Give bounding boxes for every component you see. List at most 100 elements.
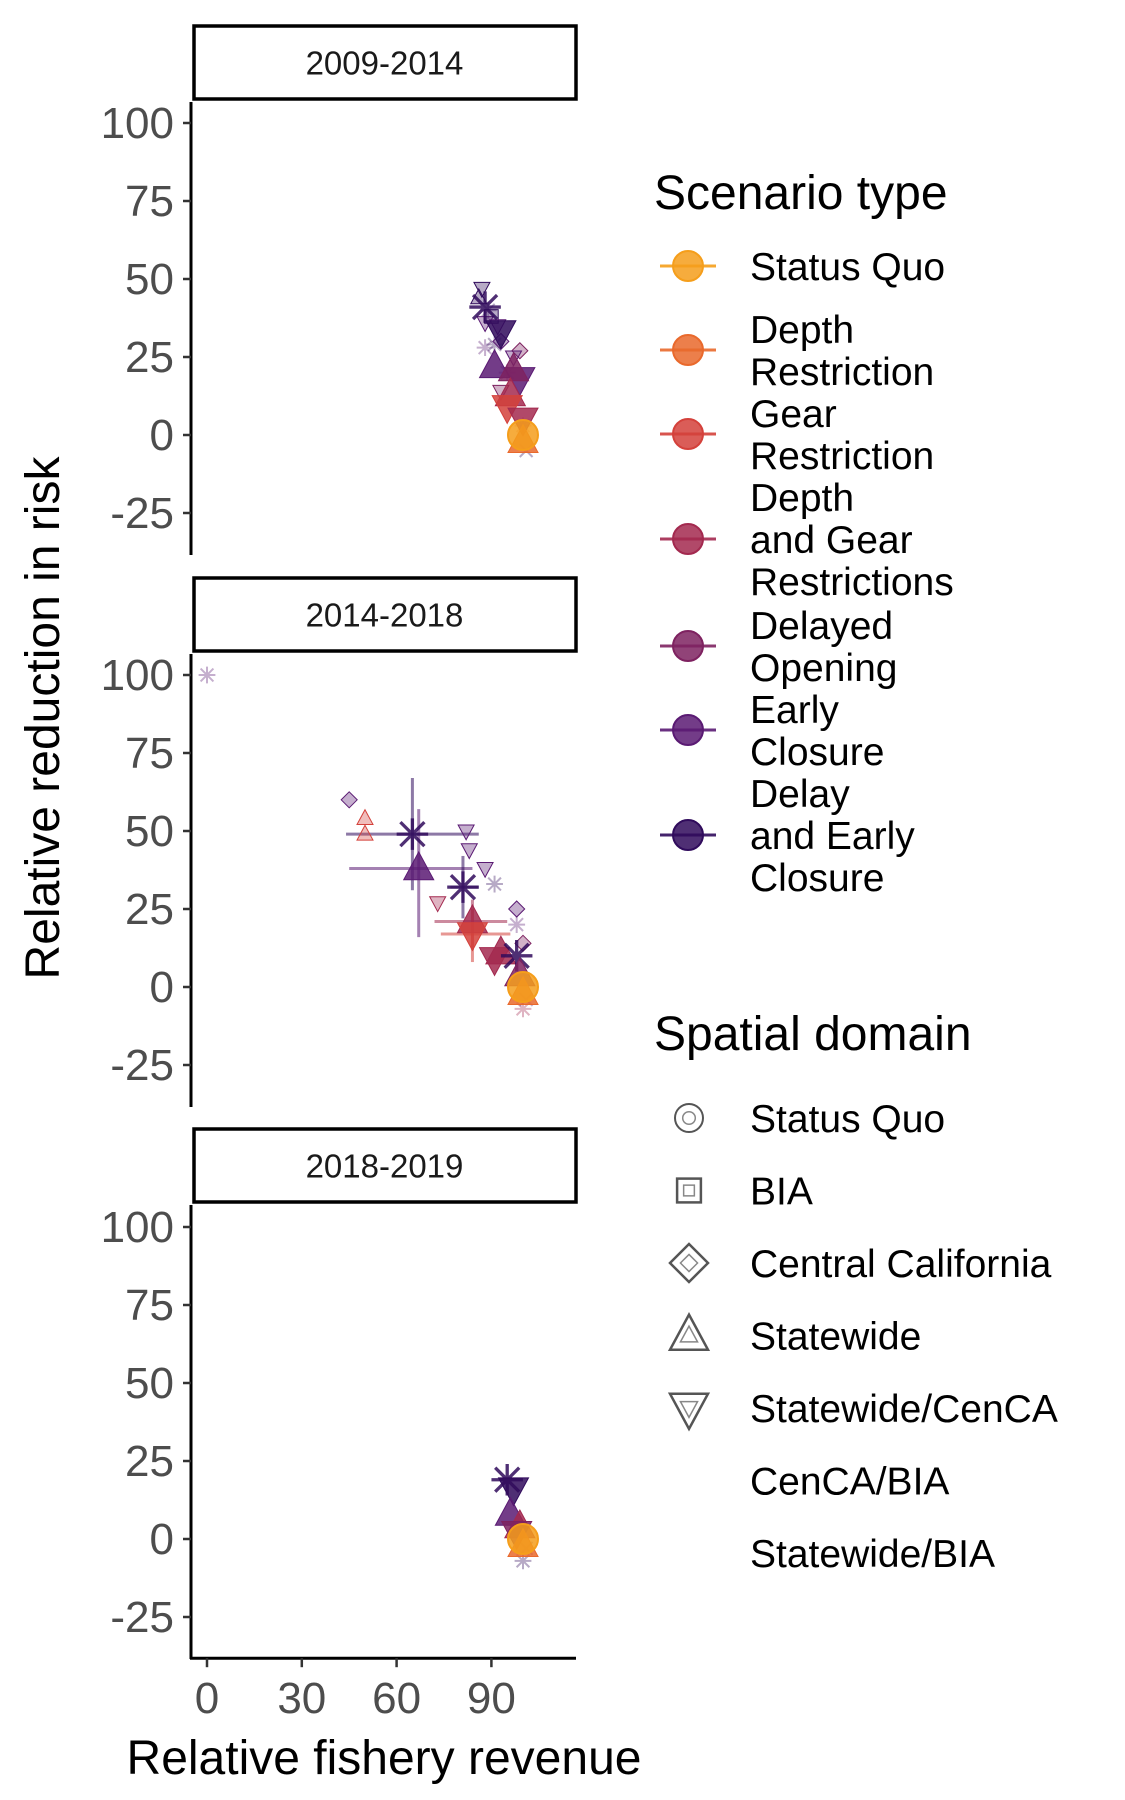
- facet-strip: [192, 24, 578, 101]
- legend-spatial-label: BIA: [750, 1171, 813, 1214]
- legend-shape-inner: [681, 1110, 697, 1126]
- data-point: [476, 339, 494, 357]
- legend-spatial-domain: Spatial domain Status Quo BIA Central Cali…: [654, 1008, 1058, 1576]
- x-tick-label: 90: [467, 1674, 516, 1723]
- data-point: [447, 871, 479, 903]
- legend-spatial-item: Statewide/BIA: [669, 1533, 995, 1576]
- legend-spatial-label: Status Quo: [750, 1098, 945, 1141]
- legend-spatial-label: Central California: [750, 1243, 1052, 1286]
- facet-strip: [192, 576, 578, 653]
- legend-scenario-type: Scenario type Status QuoDepthRestriction…: [654, 167, 954, 900]
- legend-shape-inner: [679, 1400, 699, 1419]
- legend-shape-inner: [682, 1184, 696, 1197]
- legend-scenario-item: Status Quo: [660, 246, 945, 289]
- data-point: [478, 348, 511, 379]
- data-point: [340, 791, 358, 809]
- x-tick-label: 30: [277, 1674, 326, 1723]
- legend-spatial-title: Spatial domain: [654, 1008, 972, 1061]
- y-tick-label: 75: [125, 177, 174, 226]
- x-tick-label: 0: [195, 1674, 219, 1723]
- legend-spatial-label: CenCA/BIA: [750, 1461, 949, 1504]
- y-axis-title: Relative reduction in risk: [17, 456, 70, 980]
- legend-scenario-label: Status Quo: [750, 246, 945, 289]
- data-point: [497, 351, 530, 382]
- data-point: [507, 1523, 539, 1555]
- data-point: [485, 320, 517, 350]
- legend-key-circle: [672, 334, 704, 366]
- data-point: [460, 843, 479, 860]
- data-point: [198, 666, 216, 684]
- legend-spatial-label: Statewide/BIA: [750, 1533, 995, 1576]
- legend-scenario-label: Restrictions: [750, 561, 954, 604]
- data-point: [457, 824, 475, 841]
- data-point: [514, 1552, 532, 1570]
- legend-shape-square: [675, 1177, 703, 1204]
- legend-spatial-label: Statewide: [750, 1316, 921, 1359]
- facet-strip-label: 2009-2014: [306, 45, 464, 82]
- legend-scenario-label: Depth: [750, 309, 854, 352]
- legend-spatial-item: Statewide: [667, 1311, 921, 1359]
- legend-spatial-label: Statewide/CenCA: [750, 1388, 1058, 1431]
- legend-scenario-label: and Gear: [750, 519, 913, 562]
- legend-spatial-item: Status Quo: [674, 1098, 945, 1141]
- y-tick-label: -25: [110, 1593, 174, 1642]
- legend-shape-triangle-down: [667, 1392, 711, 1432]
- y-tick-label: 50: [125, 1359, 174, 1408]
- data-point: [456, 922, 489, 952]
- legend-key-circle: [672, 523, 704, 555]
- y-tick-label: 0: [150, 411, 174, 460]
- y-tick-label: 25: [125, 885, 174, 934]
- data-point: [356, 808, 374, 826]
- data-point: [507, 900, 526, 918]
- data-point: [500, 940, 533, 972]
- legend-shape-x: [674, 1465, 704, 1495]
- y-tick-label: 50: [125, 807, 174, 856]
- y-tick-label: 100: [101, 99, 174, 148]
- legend-scenario-label: Gear: [750, 393, 837, 436]
- data-point: [469, 291, 501, 323]
- data-point: [514, 1000, 532, 1018]
- y-tick-label: 0: [150, 1515, 174, 1564]
- legend-scenario-label: and Early: [750, 815, 915, 858]
- legend-scenario-title: Scenario type: [654, 167, 948, 220]
- y-tick-label: -25: [110, 1041, 174, 1090]
- facet-strip: [192, 1127, 578, 1204]
- data-point: [428, 896, 447, 913]
- legend-spatial-item: Central California: [668, 1242, 1052, 1286]
- legend-scenario-label: Early: [750, 689, 839, 732]
- chart-panels: 2009-2014 100 75 50 25 0 -25 2014-2018 100 75 50 25…: [101, 24, 578, 1659]
- y-tick-label: 0: [150, 963, 174, 1012]
- y-tick-label: 75: [125, 1281, 174, 1330]
- data-point: [486, 336, 503, 353]
- data-point: [507, 971, 539, 1003]
- legend-key-circle: [672, 714, 704, 746]
- facet-strip-label: 2014-2018: [306, 597, 464, 634]
- x-axis: 0 30 60 90: [190, 1656, 576, 1723]
- panel-2014-2018: 2014-2018 100 75 50 25 0 -25: [101, 576, 578, 1107]
- data-point: [507, 419, 539, 451]
- data-point: [508, 916, 526, 933]
- data-point: [356, 824, 374, 841]
- legend-spatial-item: Statewide/CenCA: [667, 1388, 1058, 1432]
- legend-shape-diamond: [668, 1242, 710, 1284]
- legend-key-circle: [672, 418, 704, 450]
- legend-scenario-label: Restriction: [750, 351, 934, 394]
- y-tick-label: 25: [125, 333, 174, 382]
- legend-key-circle: [672, 819, 704, 851]
- legend-shape-asterisk: [669, 1533, 709, 1573]
- legend-spatial-item: CenCA/BIA: [674, 1461, 949, 1504]
- legend-scenario-label: Closure: [750, 857, 884, 900]
- y-tick-label: -25: [110, 489, 174, 538]
- legend-shape-inner: [679, 1324, 699, 1343]
- y-tick-label: 50: [125, 255, 174, 304]
- legend-scenario-label: Delayed: [750, 605, 893, 648]
- data-point: [486, 875, 503, 893]
- legend-shape-triangle-up: [667, 1311, 711, 1351]
